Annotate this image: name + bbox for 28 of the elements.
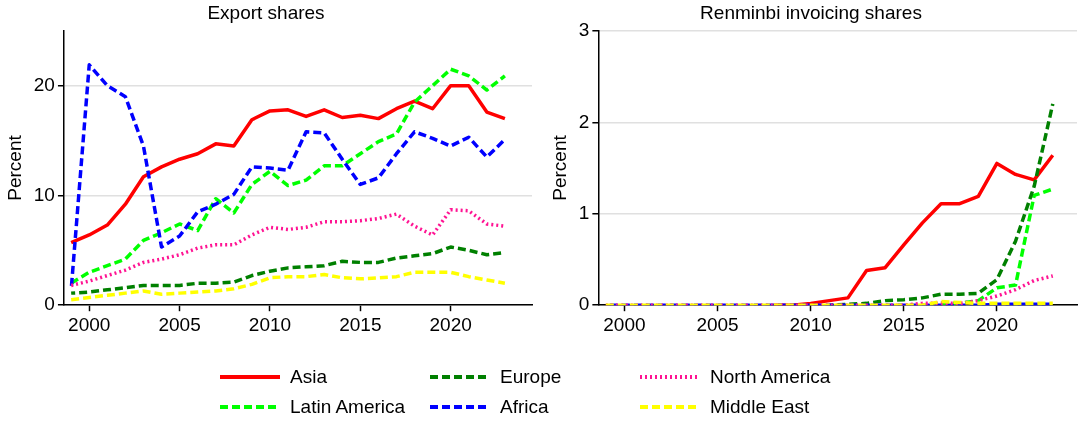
y-tick-label: 0 [578, 293, 590, 315]
y-axis-title: Percent [3, 134, 25, 201]
y-tick-label: 1 [578, 201, 590, 223]
x-tick-label: 2005 [696, 313, 739, 335]
x-tick-label: 2000 [603, 313, 646, 335]
legend-label: North America [710, 366, 831, 388]
x-tick-label: 2020 [429, 313, 472, 335]
y-tick-label: 3 [578, 19, 590, 41]
x-tick-label: 2010 [789, 313, 832, 335]
x-tick-label: 2010 [248, 313, 292, 335]
legend-label: Europe [500, 366, 562, 388]
x-tick-label: 2000 [68, 313, 111, 335]
x-tick-label: 2015 [882, 313, 925, 335]
line-series [69, 270, 507, 302]
y-tick-label: 20 [33, 73, 55, 95]
legend-label: Asia [290, 366, 327, 388]
x-tick-label: 2015 [339, 313, 382, 335]
legend-label: Middle East [710, 396, 810, 418]
y-tick-label: 10 [33, 183, 55, 205]
x-tick-label: 2005 [158, 313, 201, 335]
chart-title: Renminbi invoicing shares [700, 1, 922, 23]
y-tick-label: 0 [44, 293, 55, 315]
legend-label: Africa [500, 396, 549, 418]
x-tick-label: 2020 [975, 313, 1019, 335]
y-tick-label: 2 [578, 110, 590, 132]
y-axis-title: Percent [548, 134, 570, 201]
legend-label: Latin America [290, 396, 406, 418]
chart-title: Export shares [207, 1, 325, 23]
